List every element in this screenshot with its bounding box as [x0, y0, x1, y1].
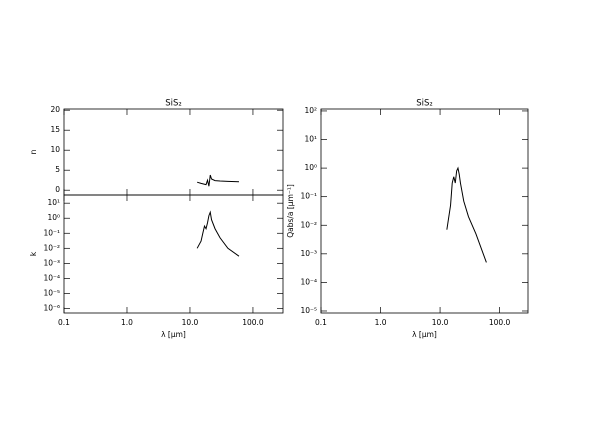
y-tick-label: 10⁰ [304, 163, 317, 172]
y-tick-label: 10⁻¹ [300, 192, 317, 201]
x-axis-label: λ [μm] [161, 330, 186, 339]
x-axis-label: λ [μm] [412, 330, 437, 339]
x-tick-label: 10.0 [432, 318, 449, 327]
chart-title: SiS₂ [416, 99, 433, 109]
y-tick-label: 10⁻⁵ [300, 306, 317, 315]
x-tick-label: 100.0 [242, 318, 264, 327]
y-tick-label: 10² [304, 106, 317, 115]
y-tick-label: 10⁻² [43, 243, 60, 252]
y-tick-label: 10⁻⁶ [43, 303, 60, 312]
y-tick-label: 10⁻¹ [43, 228, 60, 237]
y-tick-label: 15 [50, 125, 60, 134]
plot-frame [320, 108, 529, 314]
x-tick-label: 1.0 [121, 318, 133, 327]
y-tick-label: 10⁻⁴ [43, 273, 60, 282]
y-axis-label: n [29, 149, 38, 154]
y-tick-label: 5 [55, 165, 60, 174]
x-tick-label: 10.0 [182, 318, 199, 327]
y-axis-label: k [29, 251, 38, 256]
data-line [196, 210, 240, 257]
y-tick-label: 10¹ [304, 135, 317, 144]
chart-title: SiS₂ [165, 99, 182, 109]
y-tick-label: 10⁰ [47, 213, 60, 222]
plot-frame [63, 194, 284, 314]
y-tick-label: 10¹ [47, 198, 60, 207]
y-tick-label: 10⁻⁵ [43, 288, 60, 297]
y-axis-label: Qabs/a [μm⁻¹] [286, 184, 295, 238]
y-tick-label: 0 [55, 185, 60, 194]
x-tick-label: 100.0 [489, 318, 511, 327]
y-tick-label: 10⁻⁴ [300, 277, 317, 286]
data-line [446, 166, 487, 263]
y-tick-label: 20 [50, 105, 60, 114]
y-tick-label: 10⁻³ [43, 258, 60, 267]
x-tick-label: 0.1 [315, 318, 327, 327]
y-tick-label: 10⁻³ [300, 249, 317, 258]
y-tick-label: 10⁻² [300, 220, 317, 229]
x-tick-label: 1.0 [375, 318, 387, 327]
y-tick-label: 10 [50, 145, 60, 154]
plot-frame [63, 108, 284, 196]
data-line [196, 174, 239, 187]
x-tick-label: 0.1 [58, 318, 70, 327]
